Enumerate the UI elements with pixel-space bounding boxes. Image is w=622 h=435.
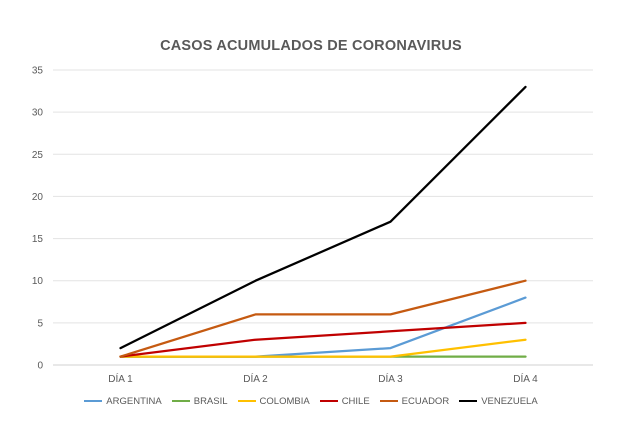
legend-label: ARGENTINA [106,395,162,407]
legend-swatch [459,400,478,402]
legend-swatch [84,400,103,402]
y-tick-label: 0 [37,361,43,372]
legend-item-ecuador: ECUADOR [379,395,450,407]
legend-swatch [171,400,190,402]
y-tick-label: 25 [32,150,44,161]
series-line-colombia [119,338,527,358]
legend: ARGENTINA BRASIL COLOMBIA CHILE ECUADOR VENEZ… [0,393,622,409]
legend-swatch [237,400,256,402]
legend-item-chile: CHILE [319,395,370,407]
legend-item-venezuela: VENEZUELA [459,396,538,407]
y-tick-label: 5 [37,318,43,329]
x-tick-label: DÍA 1 [108,372,133,385]
legend-label: BRASIL [193,395,228,407]
x-tick-label: DÍA 3 [378,372,403,385]
legend-label: CHILE [341,395,370,407]
series-line-ecuador [119,279,527,358]
legend-item-argentina: ARGENTINA [84,395,162,407]
legend-label: VENEZUELA [481,395,538,407]
y-axis-ticks: 0 5 10 15 20 25 30 35 [32,66,44,372]
y-tick-label: 35 [32,66,44,77]
series-lines [119,85,527,358]
gridlines [53,69,593,366]
series-line-chile [119,321,527,358]
x-tick-label: DÍA 4 [513,372,538,385]
legend-item-brasil: BRASIL [171,395,228,407]
y-tick-label: 30 [32,108,44,119]
legend-swatch [319,400,338,402]
y-tick-label: 20 [32,192,44,203]
legend-item-colombia: COLOMBIA [237,395,310,407]
series-line-venezuela [119,85,527,350]
legend-label: ECUADOR [401,395,450,407]
legend-label: COLOMBIA [259,395,310,407]
y-tick-label: 15 [32,234,44,245]
y-tick-label: 10 [32,276,44,287]
legend-swatch [379,400,398,402]
chart-title: CASOS ACUMULADOS DE CORONAVIRUS [160,38,462,54]
x-axis-ticks: DÍA 1 DÍA 2 DÍA 3 DÍA 4 [108,372,538,385]
x-tick-label: DÍA 2 [243,372,268,385]
